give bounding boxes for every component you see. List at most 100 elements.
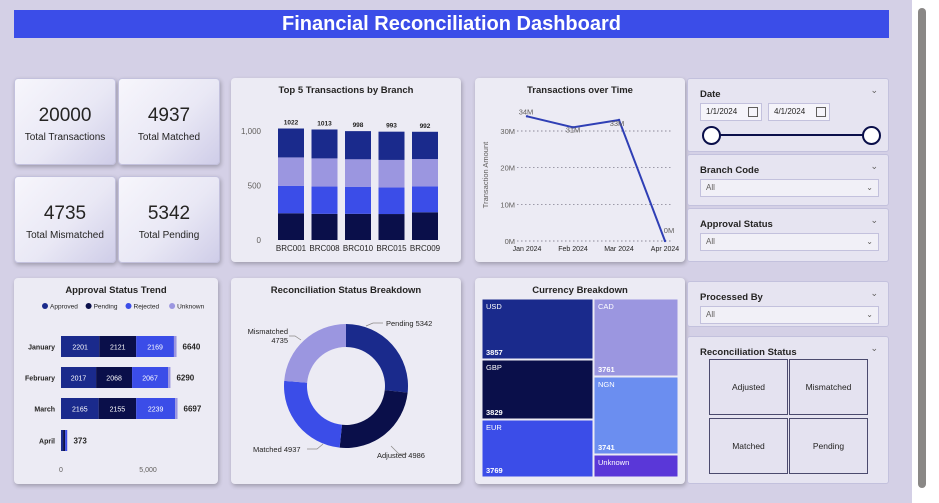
y-tick-label: 500 bbox=[248, 181, 262, 190]
bar-segment-label: 2201 bbox=[72, 345, 88, 352]
x-tick-label: BRC008 bbox=[309, 244, 340, 253]
tile-pending[interactable]: Pending bbox=[789, 418, 868, 474]
legend-marker bbox=[169, 303, 176, 309]
kpi-value: 4937 bbox=[147, 105, 191, 126]
y-axis-title: Transaction Amount bbox=[481, 141, 490, 208]
bar-total-label: 992 bbox=[420, 123, 431, 130]
bar-total-label: 6640 bbox=[183, 343, 201, 352]
tile-adjusted[interactable]: Adjusted bbox=[709, 359, 788, 415]
processed-by-slicer[interactable]: Processed By ⌄ All ⌄ bbox=[687, 281, 889, 327]
y-tick-label: 10M bbox=[500, 200, 515, 209]
kpi-value: 20000 bbox=[38, 105, 92, 126]
chart-approval-status-trend[interactable]: Approval Status Trend Approved Pending Rej… bbox=[14, 278, 218, 484]
x-tick-label: Mar 2024 bbox=[604, 246, 634, 253]
slice-label: Mismatched bbox=[248, 327, 288, 336]
tile-mismatched[interactable]: Mismatched bbox=[789, 359, 868, 415]
treemap-value-label: 3829 bbox=[486, 408, 503, 417]
bar-segment bbox=[311, 186, 338, 214]
bar-segment-label: 2239 bbox=[148, 407, 164, 414]
y-tick-label: February bbox=[25, 376, 55, 383]
reconciliation-status-slicer[interactable]: Reconciliation Status ⌄ Adjusted Mismatc… bbox=[687, 336, 889, 484]
slicer-title: Branch Code bbox=[700, 165, 760, 176]
kpi-label: Total Transactions bbox=[24, 132, 106, 143]
chevron-down-icon[interactable]: ⌄ bbox=[870, 288, 878, 298]
chart-title: Approval Status Trend bbox=[65, 285, 167, 296]
bar-segment bbox=[136, 398, 176, 419]
donut-slice bbox=[339, 390, 408, 448]
bar-segment bbox=[98, 398, 137, 419]
bar-segment-label: 2155 bbox=[110, 407, 126, 414]
dropdown-value: All bbox=[706, 237, 715, 246]
bar-segment bbox=[378, 187, 405, 215]
date-end-value: 4/1/2024 bbox=[774, 107, 806, 116]
calendar-icon[interactable] bbox=[816, 107, 826, 117]
treemap-name-label: USD bbox=[486, 302, 502, 311]
bar-segment-label: 2121 bbox=[110, 345, 126, 352]
kpi-card-total-transactions[interactable]: 20000 Total Transactions bbox=[14, 78, 116, 165]
x-tick-label: BRC015 bbox=[376, 244, 407, 253]
date-range-handle-start[interactable] bbox=[702, 126, 721, 145]
chart-transactions-over-time[interactable]: Transactions over Time 30M 20M 10M 0M Transa… bbox=[475, 78, 685, 262]
date-start-value: 1/1/2024 bbox=[706, 107, 738, 116]
chart-title: Currency Breakdown bbox=[532, 285, 628, 296]
kpi-card-total-pending[interactable]: 5342 Total Pending bbox=[118, 176, 220, 263]
legend-label: Pending bbox=[94, 304, 118, 311]
chevron-down-icon: ⌄ bbox=[866, 310, 873, 319]
bar-segment bbox=[65, 430, 68, 451]
bar-segment-label: 2165 bbox=[72, 407, 88, 414]
bar-segment bbox=[278, 157, 304, 186]
chart-top5-branch[interactable]: Top 5 Transactions by Branch 1,000 500 0 10… bbox=[231, 78, 461, 262]
legend-label: Rejected bbox=[134, 304, 160, 311]
approval-status-slicer[interactable]: Approval Status ⌄ All ⌄ bbox=[687, 208, 889, 262]
series-line bbox=[526, 115, 666, 242]
chevron-down-icon[interactable]: ⌄ bbox=[870, 85, 878, 95]
chevron-down-icon[interactable]: ⌄ bbox=[870, 343, 878, 353]
bar-total-label: 998 bbox=[353, 122, 364, 129]
bar-segment bbox=[345, 159, 371, 187]
chart-title: Top 5 Transactions by Branch bbox=[278, 85, 414, 96]
leader-line bbox=[289, 335, 302, 341]
calendar-icon[interactable] bbox=[748, 107, 758, 117]
chevron-down-icon[interactable]: ⌄ bbox=[870, 215, 878, 225]
line-chart-svg: 30M 20M 10M 0M Transaction Amount 34M Jan 2024… bbox=[481, 107, 679, 253]
chart-currency-breakdown[interactable]: Currency Breakdown USD 3857 GBP 3829 EUR 3769… bbox=[475, 278, 685, 484]
date-range-handle-end[interactable] bbox=[862, 126, 881, 145]
y-tick-label: 30M bbox=[500, 127, 515, 136]
kpi-label: Total Mismatched bbox=[26, 230, 104, 241]
bar-segment bbox=[378, 159, 405, 188]
y-tick-label: 0M bbox=[505, 237, 515, 246]
kpi-card-total-matched[interactable]: 4937 Total Matched bbox=[118, 78, 220, 165]
legend-marker bbox=[125, 303, 132, 309]
date-slicer[interactable]: Date ⌄ 1/1/2024 4/1/2024 bbox=[687, 78, 889, 152]
bar-segment bbox=[378, 131, 405, 160]
chart-reconciliation-breakdown[interactable]: Reconciliation Status Breakdown Pending … bbox=[231, 278, 461, 484]
bar-total-label: 6290 bbox=[176, 374, 194, 383]
slicer-title: Date bbox=[700, 89, 721, 100]
treemap-cell bbox=[481, 359, 594, 420]
tile-matched[interactable]: Matched bbox=[709, 418, 788, 474]
scrollbar-thumb[interactable] bbox=[918, 8, 926, 488]
x-tick-label: BRC010 bbox=[343, 244, 374, 253]
y-tick-label: 20M bbox=[500, 164, 515, 173]
slicer-title: Processed By bbox=[700, 292, 763, 303]
chevron-down-icon[interactable]: ⌄ bbox=[870, 161, 878, 171]
treemap-name-label: GBP bbox=[486, 363, 502, 372]
bar-segment bbox=[168, 367, 171, 388]
kpi-card-total-mismatched[interactable]: 4735 Total Mismatched bbox=[14, 176, 116, 263]
treemap-name-label: EUR bbox=[486, 423, 502, 432]
bar-segment bbox=[311, 158, 338, 187]
date-start-input[interactable]: 1/1/2024 bbox=[700, 103, 762, 121]
bar-segment bbox=[278, 128, 304, 158]
branch-code-slicer[interactable]: Branch Code ⌄ All ⌄ bbox=[687, 154, 889, 206]
branch-code-dropdown[interactable]: All ⌄ bbox=[700, 179, 879, 197]
slice-label: Matched 4937 bbox=[253, 445, 301, 454]
date-end-input[interactable]: 4/1/2024 bbox=[768, 103, 830, 121]
approval-status-dropdown[interactable]: All ⌄ bbox=[700, 233, 879, 251]
bar-segment bbox=[311, 213, 338, 240]
bar-segment bbox=[132, 367, 169, 388]
legend-marker bbox=[42, 303, 48, 309]
processed-by-dropdown[interactable]: All ⌄ bbox=[700, 306, 879, 324]
date-range-track bbox=[710, 134, 870, 136]
bar-segment bbox=[278, 185, 304, 214]
donut-slice bbox=[284, 324, 346, 383]
